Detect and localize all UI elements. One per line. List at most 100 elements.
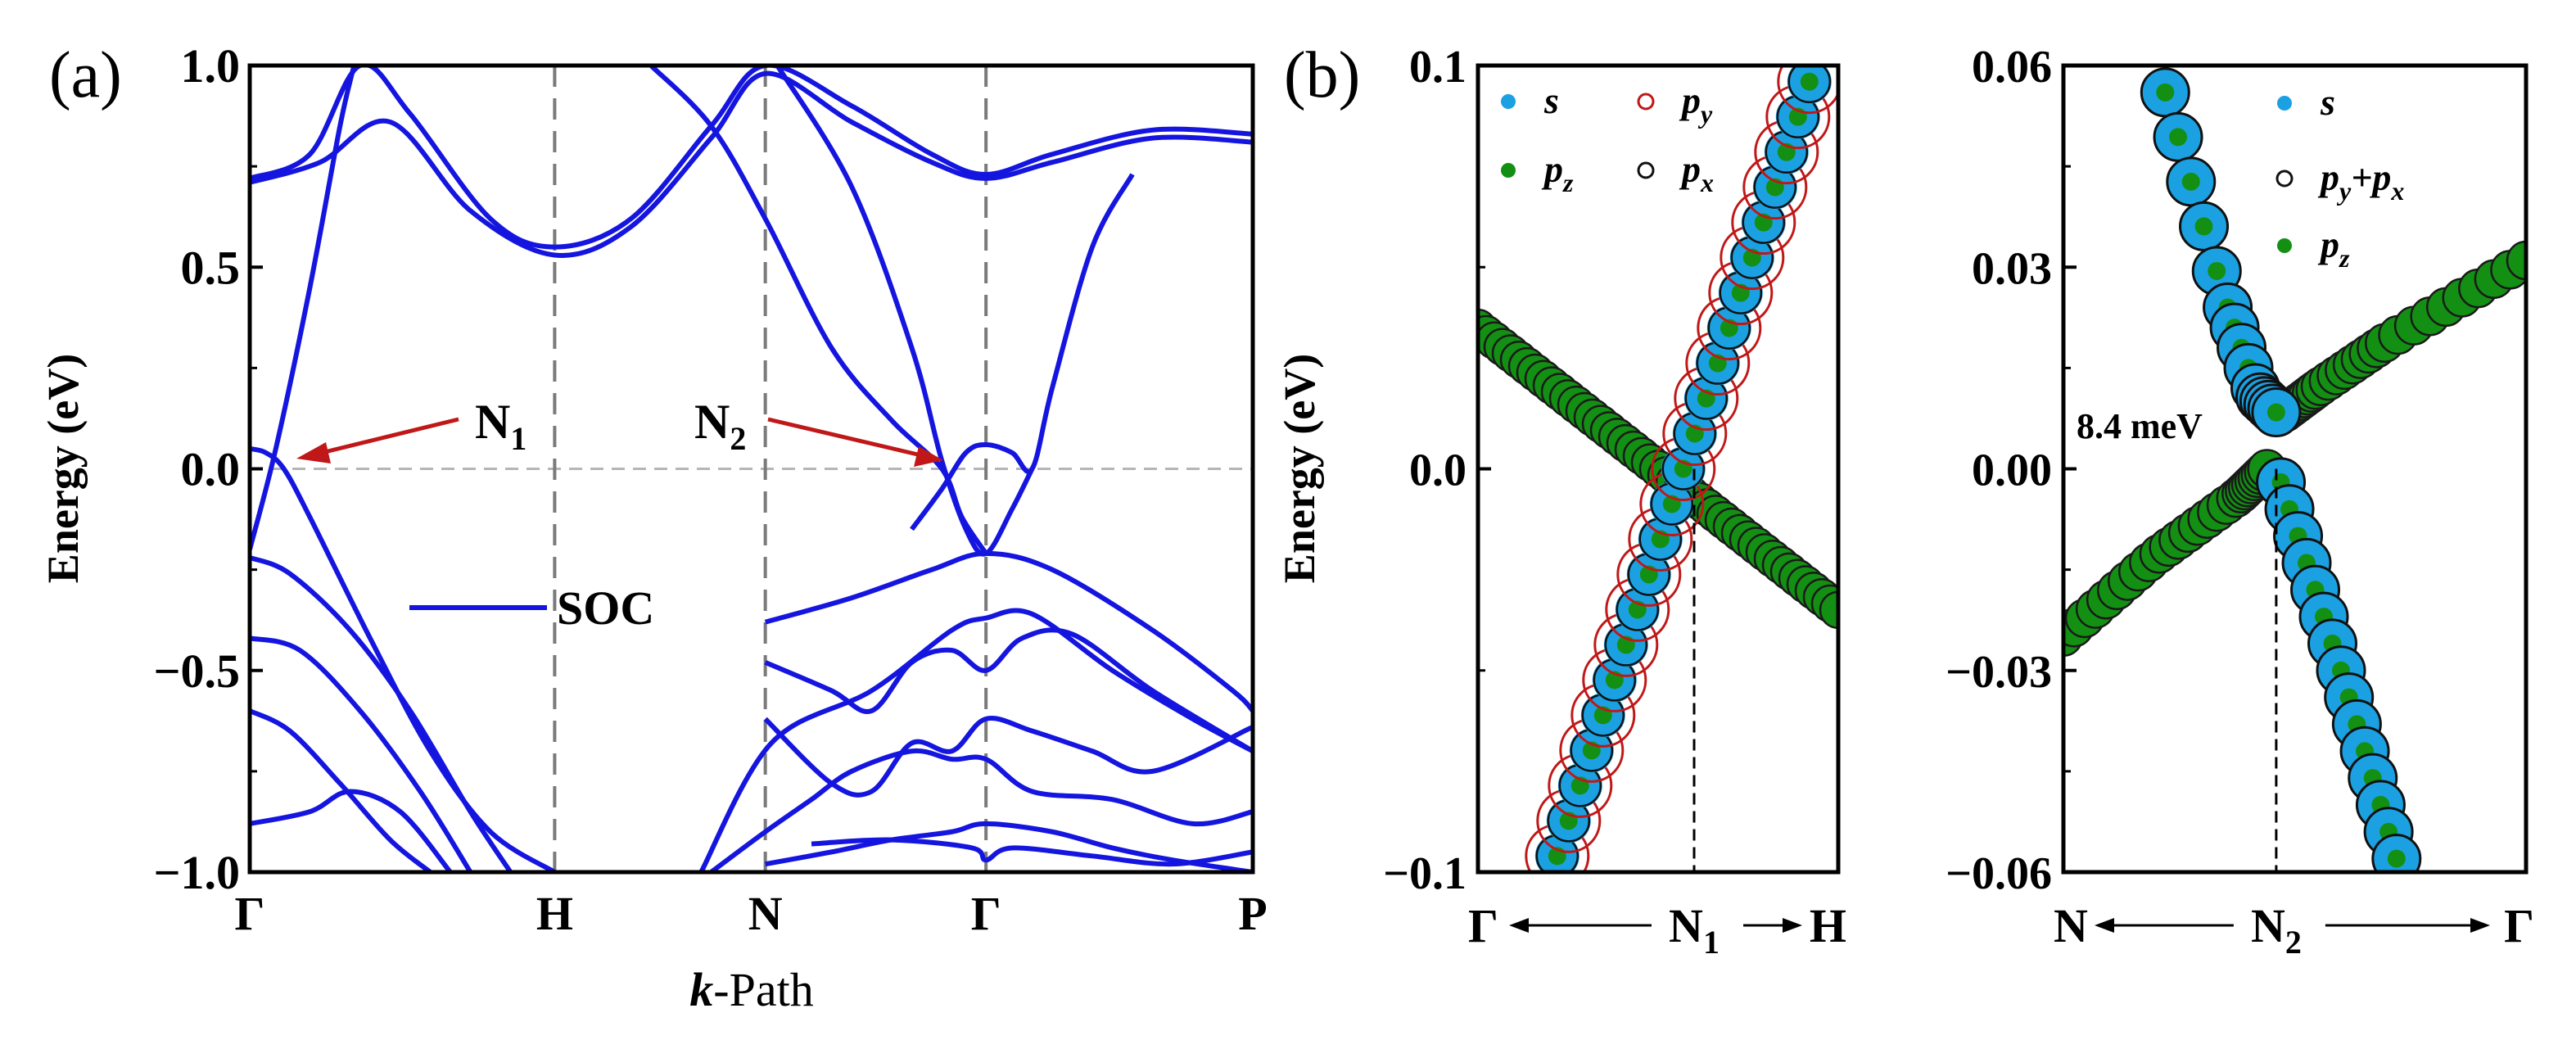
band-line	[763, 716, 1253, 798]
y-tick-label: 0.1	[1409, 42, 1467, 93]
x-start-label: N	[2054, 899, 2088, 952]
pz-center-marker	[2156, 83, 2175, 102]
panel-label-b: (b)	[1284, 39, 1360, 111]
legend-marker	[1501, 94, 1516, 109]
x-arrow-head	[2470, 918, 2490, 933]
y-tick-label: −0.06	[1946, 848, 2052, 899]
x-center-label: N1	[1669, 899, 1720, 961]
orbital-markers	[1478, 66, 1838, 872]
pz-center-marker	[2208, 261, 2226, 280]
k-point-label: N	[748, 887, 783, 940]
arrow-n1	[304, 417, 459, 459]
legend-label: py	[1679, 79, 1713, 129]
pz-center-marker	[2169, 128, 2188, 147]
band-line	[764, 627, 1253, 753]
x-arrow-head	[1509, 918, 1529, 933]
y-axis-label: Energy (eV)	[1275, 354, 1324, 583]
y-tick-label: 0.0	[1409, 445, 1467, 496]
band-line	[811, 837, 1253, 867]
band-line	[250, 555, 513, 872]
pz-center-marker	[2387, 849, 2406, 868]
band-line	[709, 748, 1253, 872]
plot-frame	[247, 63, 1255, 875]
orbital-projection-n2-panel: −0.06−0.030.000.030.06 8.4 meV spy+pxpz …	[1946, 42, 2534, 961]
pz-center-marker	[2181, 172, 2200, 191]
legend-marker	[1637, 93, 1655, 111]
legend-marker	[1637, 161, 1655, 179]
k-point-label: H	[536, 887, 573, 940]
x-axis: Γ H N1	[1468, 899, 1846, 961]
legend-marker	[1501, 163, 1516, 178]
band-line	[764, 550, 1253, 713]
band-line	[250, 789, 453, 872]
panel-label-a: (a)	[49, 39, 122, 111]
band-line	[250, 635, 473, 872]
y-tick-label: −1.0	[153, 846, 240, 899]
y-ticks: −0.06 −0.03 0.00 0.03 0.06	[1946, 42, 2077, 899]
y-tick-label: −0.1	[1383, 848, 1467, 899]
arrow-n2	[767, 417, 936, 461]
pz-center-marker	[1800, 72, 1819, 91]
legend-marker	[2277, 238, 2292, 253]
legend-label: px	[1679, 148, 1714, 197]
y-axis-label: Energy (eV)	[38, 354, 88, 583]
px-marker	[1787, 66, 1832, 103]
pz-center-marker	[2194, 217, 2213, 236]
x-end-label: Γ	[2504, 899, 2534, 952]
band-line	[910, 173, 1135, 531]
y-tick-label: 0.00	[1972, 445, 2052, 496]
pz-marker	[2506, 240, 2526, 281]
band-line	[250, 66, 1253, 250]
band-line	[698, 608, 1253, 872]
orbital-projection-n1-panel: (b) −0.1 0.0 0.1 Energy (eV) s py pz px Γ H N1	[1275, 39, 1846, 961]
band-line	[775, 66, 1035, 557]
gap-annotation: 8.4 meV	[2077, 406, 2203, 446]
x-axis: N Γ N2	[2054, 899, 2534, 961]
pz-marker	[1819, 590, 1838, 630]
band-line	[250, 708, 432, 872]
y-ticks: −1.0 −0.5 0.0 0.5 1.0	[153, 39, 263, 899]
legend-label: pz	[2317, 224, 2350, 273]
y-tick-label: −0.03	[1946, 647, 2052, 698]
arrow-n1-head	[296, 442, 331, 463]
legend-label: py+px	[2317, 156, 2404, 206]
legend-label: s	[2320, 81, 2335, 123]
x-end-label: H	[1810, 899, 1846, 952]
orbital-markers	[2063, 67, 2526, 872]
legend: s py pz px	[1501, 79, 1714, 197]
y-tick-label: 1.0	[181, 39, 241, 93]
py-marker	[1777, 66, 1838, 115]
legend: s py+px pz	[2275, 81, 2404, 273]
y-tick-label: 0.0	[181, 443, 241, 496]
legend-label: s	[1543, 79, 1559, 121]
plot-frame	[2061, 63, 2529, 875]
y-tick-label: 0.5	[181, 241, 241, 294]
y-tick-label: 0.03	[1972, 243, 2052, 294]
legend-label: pz	[1541, 148, 1574, 197]
annotation-n1: N1	[475, 395, 526, 457]
plot-frame	[1476, 63, 1841, 875]
legend-marker	[2275, 170, 2294, 188]
k-point-label: Γ	[235, 887, 265, 940]
band-line	[250, 70, 1253, 258]
x-start-label: Γ	[1468, 899, 1498, 952]
band-line	[250, 66, 357, 550]
legend-label-soc: SOC	[557, 581, 654, 635]
y-tick-label: 0.06	[1972, 42, 2052, 93]
annotation-n2: N2	[694, 395, 746, 457]
x-center-label: N2	[2251, 899, 2302, 961]
x-arrow-head	[1783, 918, 1802, 933]
x-axis-label: k-Path	[689, 963, 813, 1016]
y-ticks: −0.1 0.0 0.1	[1383, 42, 1491, 899]
bands	[250, 66, 1253, 872]
arrow-n2-head	[914, 446, 943, 467]
band-line	[250, 445, 556, 872]
x-arrow-head	[2095, 918, 2114, 933]
band-line	[765, 821, 1253, 872]
k-point-label: Γ	[971, 887, 1001, 940]
legend-marker	[2277, 96, 2292, 111]
y-tick-label: −0.5	[153, 644, 240, 698]
